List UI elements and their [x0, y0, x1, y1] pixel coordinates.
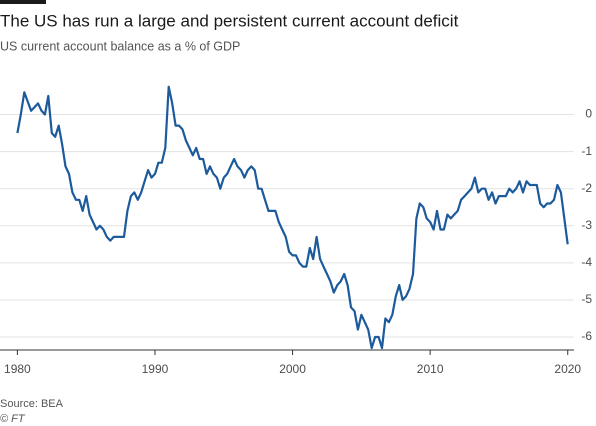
y-tick-label: -3 [581, 218, 592, 232]
y-tick-label: -6 [581, 329, 592, 343]
brand-bar [0, 0, 46, 4]
x-tick-label: 1990 [142, 362, 169, 376]
credit: © FT [0, 413, 26, 425]
chart-title: The US has run a large and persistent cu… [0, 11, 459, 30]
x-tick-label: 1980 [4, 362, 31, 376]
source: Source: BEA [0, 398, 64, 410]
y-tick-label: -4 [581, 255, 592, 269]
x-tick-label: 2000 [279, 362, 306, 376]
data-line [16, 85, 569, 350]
y-tick-label: -1 [581, 144, 592, 158]
x-tick-label: 2020 [554, 362, 581, 376]
y-tick-label: 0 [585, 107, 592, 121]
y-tick-label: -5 [581, 292, 592, 306]
x-tick-label: 2010 [417, 362, 444, 376]
y-tick-label: -2 [581, 181, 592, 195]
chart-subtitle: US current account balance as a % of GDP [0, 39, 240, 53]
